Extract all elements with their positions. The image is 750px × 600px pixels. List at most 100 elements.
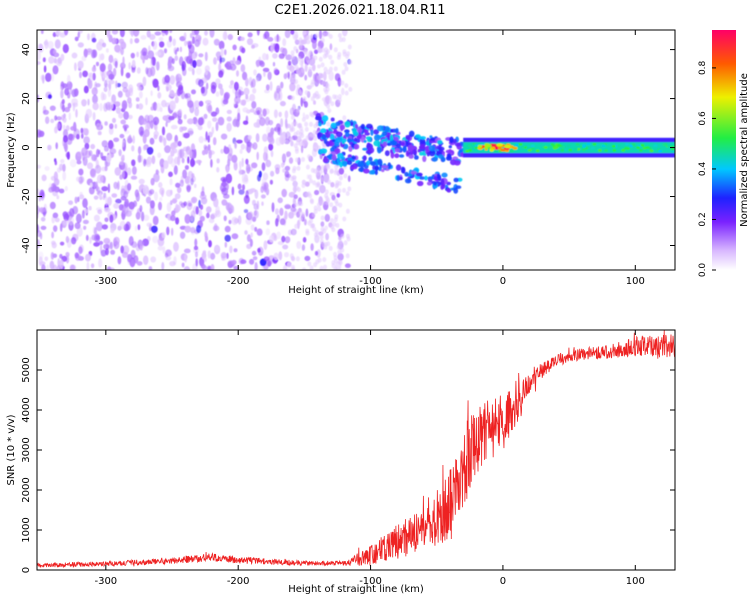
spectrogram-cell (95, 61, 100, 67)
spectrogram-cell (301, 117, 306, 122)
spectrogram-cell (250, 232, 253, 238)
spectrogram-cell (237, 89, 242, 98)
spectrogram-cell (285, 131, 291, 141)
spectrogram-cell (80, 127, 84, 134)
spectrogram-cell (78, 168, 84, 176)
spectrogram-cell (174, 55, 179, 61)
spectrogram-cell (273, 67, 279, 75)
spectrogram-cell (95, 123, 102, 131)
spectrogram-cell (51, 242, 57, 249)
spectrogram-cell (41, 174, 47, 182)
spectrogram-cell (66, 81, 73, 90)
spectrogram-cell (314, 189, 320, 196)
spectrogram-cell (320, 128, 327, 134)
spectrogram-cell (61, 255, 68, 262)
spectrogram-cell (156, 61, 160, 71)
spectrogram-cell (165, 121, 168, 128)
spectrogram-cell (256, 228, 263, 236)
colorbar-tick-label: 0.6 (698, 111, 708, 126)
spectrogram-cell (526, 146, 531, 150)
spectrogram-cells (37, 30, 675, 270)
spectrogram-cell (173, 165, 178, 175)
spectrogram-cell (177, 140, 182, 147)
spectrogram-cell (313, 55, 318, 61)
spectrogram-cell (37, 43, 43, 52)
spectrogram-cell (91, 37, 97, 43)
spectrogram-cell (158, 201, 162, 211)
spectrogram-cell (335, 131, 343, 138)
spectrogram-cell (405, 134, 411, 141)
spectrogram-cell (305, 192, 310, 198)
spectrogram-cell (60, 89, 64, 99)
spectrogram-cell (236, 139, 243, 144)
spectrogram-cell (40, 30, 44, 34)
spectrogram-cell (326, 103, 330, 109)
spectrogram-cell (323, 71, 327, 81)
spectrogram-cell (54, 160, 57, 166)
spectrogram-cell (163, 137, 167, 147)
spectrogram-cell (49, 201, 56, 210)
spectrogram-cell (313, 262, 318, 268)
spectrogram-cell (260, 194, 266, 199)
spectrogram-cell (175, 182, 181, 188)
spectrogram-cell (265, 228, 271, 236)
spectrogram-cell (53, 225, 58, 233)
spectrogram-cell (237, 183, 242, 190)
spectrogram-cell (290, 30, 295, 35)
spectrogram-cell (244, 230, 248, 235)
spectrogram-cell (251, 250, 257, 256)
spectrogram-cell (296, 241, 302, 249)
spectrogram-cell (293, 202, 298, 208)
spectrogram-cell (321, 32, 326, 38)
spectrogram-cell (341, 69, 346, 75)
spectrogram-cell (194, 107, 200, 117)
y-tick-label: 2000 (21, 477, 32, 502)
spectrogram-cell (293, 121, 298, 127)
spectrogram-cell (301, 68, 305, 74)
spectrogram-cell (291, 126, 296, 132)
spectrogram-cell (127, 183, 132, 191)
spectrogram-cell (290, 95, 295, 101)
spectrogram-cell (256, 30, 260, 36)
spectrogram-cell (103, 102, 108, 112)
spectrogram-cell (328, 245, 333, 251)
spectrogram-cell (575, 143, 580, 146)
spectrogram-cell (179, 126, 184, 133)
spectrogram-cell (269, 235, 275, 243)
spectrogram-cell (286, 153, 289, 158)
spectrogram-cell (320, 37, 325, 43)
spectrogram-cell (220, 252, 227, 259)
spectrogram-cell (328, 34, 333, 39)
spectrogram-cell (81, 99, 87, 107)
spectrogram-cell (74, 222, 81, 230)
spectrogram-cell (346, 138, 352, 143)
spectrogram-cell (263, 146, 268, 155)
spectrogram-cell (95, 221, 103, 232)
spectrogram-cell (303, 48, 308, 54)
spectrogram-cell (60, 86, 63, 91)
spectrogram-cell (296, 107, 301, 113)
spectrogram-cell (203, 144, 207, 150)
spectrogram-cell (238, 167, 242, 176)
spectrogram-cell (289, 253, 294, 259)
spectrogram-cell (389, 149, 394, 154)
spectrogram-cell (193, 100, 200, 109)
spectrogram-cell (280, 118, 284, 128)
spectrogram-cell (196, 225, 202, 233)
spectrogram-cell (139, 91, 143, 99)
spectrogram-cell (87, 79, 93, 89)
spectrogram-cell (364, 132, 371, 136)
spectrogram-cell (342, 49, 347, 55)
spectrogram-cell (152, 57, 156, 66)
spectrogram-cell (60, 159, 65, 164)
spectrogram-cell (166, 40, 172, 48)
spectrogram-cell (130, 249, 136, 260)
spectrogram-cell (169, 92, 176, 97)
spectrogram-cell (292, 165, 297, 171)
spectrogram-cell (360, 166, 364, 173)
spectrogram-cell (210, 213, 217, 219)
spectrogram-cell (193, 245, 199, 251)
spectrogram-cell (81, 210, 85, 219)
spectrogram-cell (621, 148, 626, 152)
spectrogram-cell (161, 232, 166, 239)
